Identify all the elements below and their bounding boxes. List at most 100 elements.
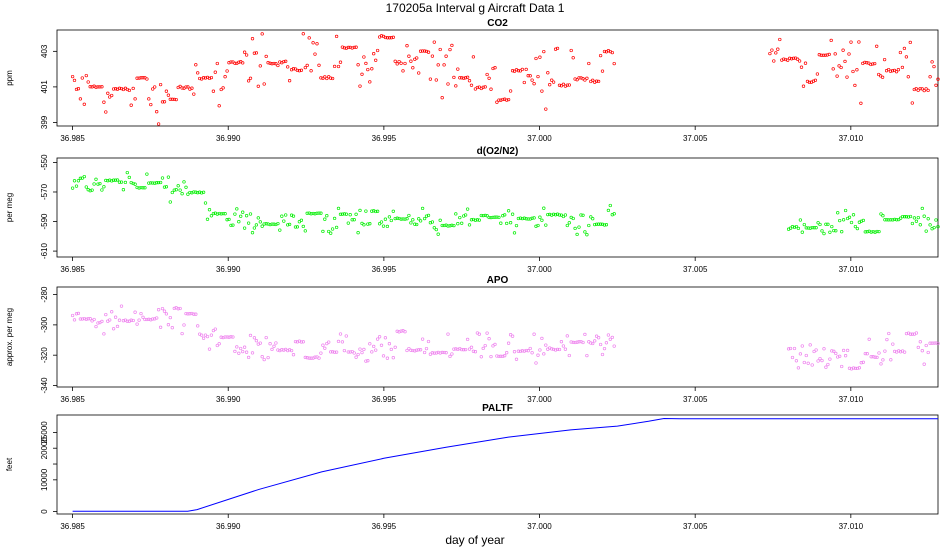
data-point <box>571 216 575 221</box>
data-point <box>338 212 343 216</box>
data-point <box>344 334 348 338</box>
data-point <box>375 48 380 53</box>
data-point <box>788 56 792 60</box>
data-point <box>910 101 914 105</box>
data-point <box>242 226 247 230</box>
data-point <box>194 312 198 316</box>
data-point <box>286 65 290 69</box>
data-point <box>262 357 266 362</box>
data-point <box>604 341 609 345</box>
data-point <box>340 340 345 344</box>
data-point <box>550 78 554 82</box>
data-point <box>573 340 577 345</box>
data-point <box>70 74 75 79</box>
data-point <box>536 353 540 357</box>
data-point <box>491 344 495 348</box>
y-axis-label: per meg <box>5 193 14 222</box>
y-tick-label: 25000 <box>40 421 49 444</box>
data-point <box>465 337 470 342</box>
data-point <box>82 316 86 321</box>
data-point <box>145 172 149 176</box>
data-point <box>553 213 558 217</box>
data-point <box>252 226 257 230</box>
data-point <box>405 44 409 48</box>
data-point <box>536 74 540 79</box>
x-tick-label: 36.985 <box>60 395 85 404</box>
data-point <box>859 361 863 365</box>
data-point <box>922 362 926 366</box>
data-point <box>401 217 405 221</box>
data-point <box>788 226 793 230</box>
data-point <box>581 340 585 345</box>
y-tick-label: 0 <box>40 509 49 514</box>
data-point <box>190 311 194 316</box>
data-point <box>262 82 266 86</box>
data-point <box>70 313 75 318</box>
data-point <box>589 341 593 345</box>
data-point <box>495 354 499 358</box>
data-point <box>438 47 442 52</box>
data-point <box>434 78 438 82</box>
data-point <box>100 85 104 89</box>
data-point <box>501 214 505 218</box>
data-point <box>522 349 526 353</box>
data-point <box>338 60 343 64</box>
data-point <box>334 34 339 39</box>
panel-4: PALTF feet 36.985 36.990 36.995 37.000 37.005 3… <box>5 403 939 531</box>
data-point <box>352 351 356 355</box>
data-point <box>542 49 546 54</box>
x-tick-label: 36.985 <box>60 134 85 143</box>
data-point <box>795 57 800 61</box>
data-point <box>248 76 253 80</box>
data-point <box>510 334 515 338</box>
data-point <box>934 218 938 222</box>
data-point <box>358 347 362 351</box>
data-point <box>201 336 206 340</box>
data-point <box>803 61 808 65</box>
panel-1: CO2 ppm 36.985 36.990 36.995 37.000 37.005 37.0… <box>5 18 940 143</box>
data-point <box>196 191 200 195</box>
data-point <box>462 76 466 80</box>
data-point <box>418 219 423 223</box>
data-point <box>851 366 856 370</box>
data-point <box>926 350 930 355</box>
x-tick-label: 36.995 <box>372 395 397 404</box>
data-point <box>479 213 483 218</box>
data-point <box>235 207 239 211</box>
data-point <box>84 317 88 321</box>
data-point <box>164 185 169 189</box>
data-point <box>356 231 360 235</box>
y-tick-label: 403 <box>40 44 49 58</box>
data-point <box>350 218 354 222</box>
data-point <box>920 349 924 353</box>
data-point <box>458 76 462 80</box>
data-point <box>802 222 806 227</box>
data-point <box>72 318 77 322</box>
data-point <box>822 347 826 351</box>
data-point <box>74 87 79 92</box>
data-point <box>293 339 298 344</box>
data-point <box>871 62 875 66</box>
data-point <box>196 71 200 75</box>
data-point <box>379 220 384 224</box>
data-point <box>94 324 98 329</box>
data-point <box>528 217 532 221</box>
data-point <box>799 65 804 69</box>
data-point <box>796 366 801 370</box>
data-point <box>565 334 569 338</box>
data-point <box>78 97 83 101</box>
data-point <box>469 345 474 349</box>
data-point <box>512 350 517 354</box>
data-point <box>806 226 810 230</box>
data-point <box>90 188 94 192</box>
data-point <box>135 76 139 80</box>
data-point <box>223 335 227 339</box>
data-point <box>430 220 435 224</box>
data-point <box>551 347 556 352</box>
data-point <box>800 230 804 234</box>
data-point <box>362 223 366 227</box>
data-point <box>119 180 124 184</box>
data-point <box>493 215 497 219</box>
data-point <box>329 350 333 354</box>
data-point <box>838 354 842 358</box>
